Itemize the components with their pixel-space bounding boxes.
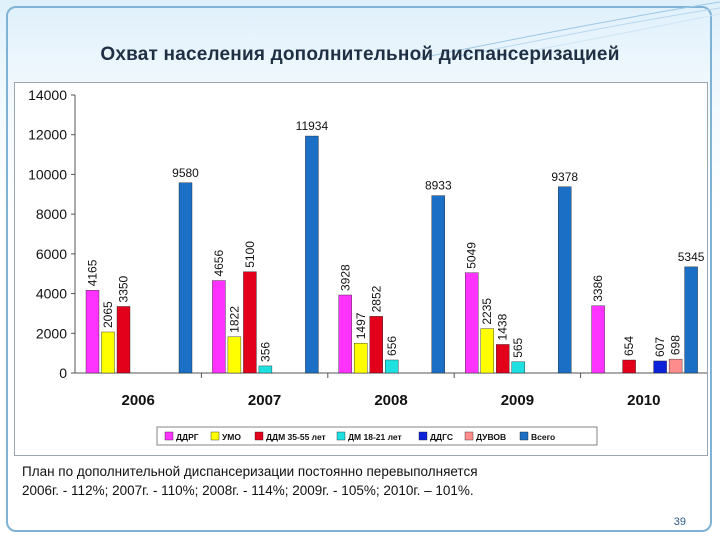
data-label: 5100 [243,241,257,268]
data-label: 2235 [480,298,494,325]
data-label: 9580 [172,166,199,180]
data-label: 565 [511,337,525,357]
y-tick-label: 4000 [36,286,67,302]
data-label: 11934 [296,119,329,133]
data-label: 5049 [465,242,479,269]
x-category-label: 2009 [501,392,534,409]
legend-swatch [254,431,264,441]
bar [480,328,494,374]
x-category-label: 2008 [374,392,407,409]
data-label: 5345 [678,250,705,264]
x-category-label: 2006 [122,392,155,409]
legend-swatch [210,431,220,441]
data-label: 654 [622,336,636,356]
legend-label: ДДРГ [176,432,199,442]
bar [465,272,479,374]
data-label: 3928 [338,264,352,291]
data-label: 1438 [496,313,510,340]
data-label: 3350 [117,275,131,302]
bar [668,358,683,374]
bar-chart: 0 2000 4000 6000 8000 10000 12000 14000 2006 4165… [28,87,707,446]
data-label: 3386 [591,275,605,302]
legend-swatch [519,431,529,441]
y-tick-label: 2000 [36,325,67,341]
legend-swatch [464,431,474,441]
legend-swatch [164,431,174,441]
bar [431,195,445,374]
bar [101,331,115,374]
bar [85,290,100,374]
data-label: 356 [258,342,272,362]
bar [369,316,383,374]
y-tick-label: 8000 [36,206,67,222]
caption-line-2: 2006г. - 112%; 2007г. - 110%; 2008г. - 1… [22,483,474,498]
legend-label: Всего [531,432,555,442]
bar [622,359,636,374]
legend-label: ДМ 18-21 лет [348,432,402,442]
bar [227,336,242,374]
data-label: 1822 [227,306,241,333]
slide-frame [6,6,712,532]
bar [116,306,131,374]
data-label: 4165 [86,259,100,286]
y-tick-label: 0 [59,365,67,381]
data-label: 698 [669,335,683,355]
x-category-label: 2010 [627,392,660,409]
caption-line-1: План по дополнительной диспансеризации п… [22,464,478,479]
y-tick-label: 12000 [28,127,67,143]
y-tick-label: 10000 [28,166,67,182]
y-tick-label: 6000 [36,246,67,262]
legend-label: УМО [222,432,241,442]
data-label: 1497 [354,312,368,339]
bar [558,186,572,374]
data-label: 607 [653,337,667,357]
y-tick-label: 14000 [28,87,67,103]
data-label: 4656 [212,250,226,277]
bar [496,344,510,374]
bar [258,365,273,374]
bar [385,359,399,374]
legend-label: ДУВОВ [476,432,506,442]
bar [684,266,698,374]
bar [178,182,193,374]
data-label: 9378 [551,170,578,184]
data-label: 656 [385,336,399,356]
bar [354,343,368,374]
decorative-corner-lines [420,1,720,60]
data-label: 2852 [369,285,383,312]
bar [653,360,667,374]
bar [338,294,352,374]
chart-container: 0 2000 4000 6000 8000 10000 12000 14000 2006 4165… [14,82,708,456]
legend-label: ДДГС [430,432,453,442]
legend-swatch [336,431,346,441]
bar [212,280,226,374]
caption: План по дополнительной диспансеризации п… [22,462,702,500]
data-label: 8933 [425,179,452,193]
bar [511,361,525,374]
page-number: 39 [673,516,686,528]
legend-box [156,426,598,446]
legend-label: ДДМ 35-55 лет [266,432,326,442]
bar [591,305,605,374]
x-category-label: 2007 [248,392,281,409]
slide-title: Охват населения дополнительной диспансер… [100,44,620,65]
data-label: 2065 [101,301,115,328]
legend-swatch [418,431,428,441]
bar [243,271,257,374]
bar [305,135,319,374]
